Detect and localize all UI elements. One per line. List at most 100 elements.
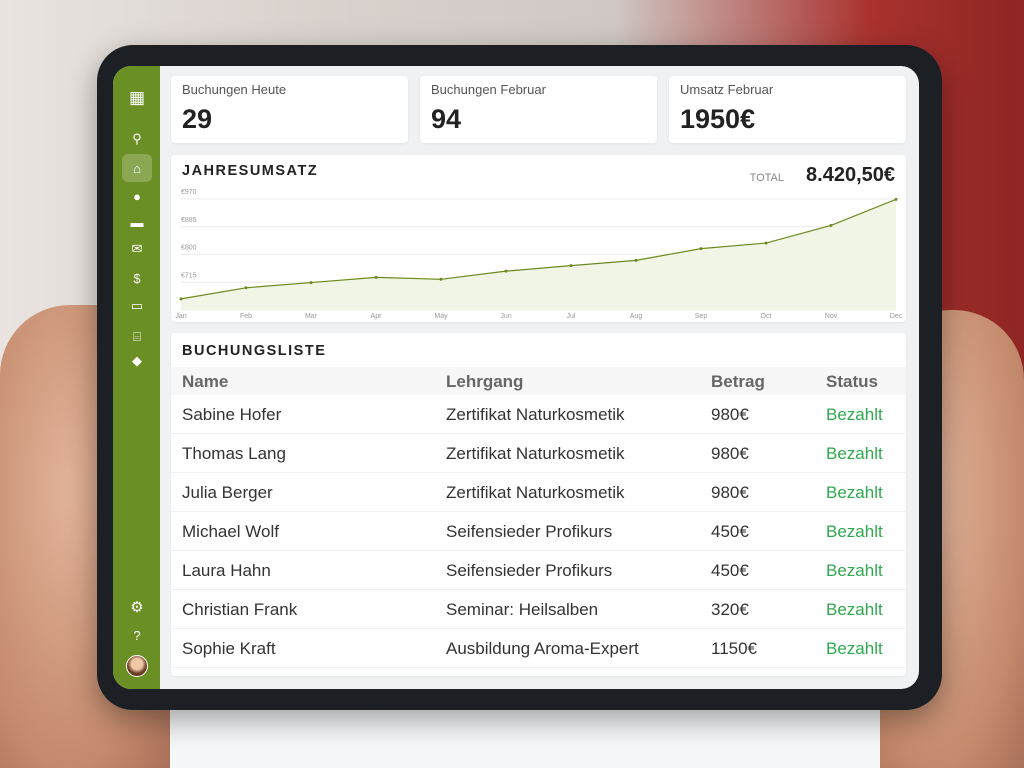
- status-cell: Bezahlt: [826, 522, 883, 541]
- table-row[interactable]: Julia Berger Zertifikat Naturkosmetik 980€…: [171, 473, 906, 512]
- amount-cell: 980€: [711, 444, 749, 463]
- status-cell: Bezahlt: [826, 600, 883, 619]
- id-card-icon[interactable]: ▬: [130, 214, 144, 230]
- stat-value: 29: [182, 104, 213, 134]
- x-tick-label: Dec: [890, 313, 903, 320]
- y-tick-label: €885: [181, 217, 197, 224]
- name-cell: Julia Berger: [182, 483, 273, 502]
- column-header-status[interactable]: Status: [826, 372, 878, 391]
- amount-cell: 980€: [711, 483, 749, 502]
- tablet-screen: ▦ ⚲ ⌂ ● ▬ ✉ $ ▭ ⌸ ◆ ⚙ ? Buchungen Heute …: [113, 66, 919, 689]
- tag-icon[interactable]: ◆: [132, 353, 142, 368]
- data-point: [634, 258, 638, 262]
- sidebar: ▦ ⚲ ⌂ ● ▬ ✉ $ ▭ ⌸ ◆ ⚙ ?: [113, 66, 160, 689]
- amount-cell: 450€: [711, 522, 749, 541]
- chart-title: JAHRESUMSATZ: [182, 163, 319, 179]
- name-cell: Sabine Hofer: [182, 405, 282, 424]
- data-point: [699, 247, 703, 251]
- course-cell: Seifensieder Profikurs: [446, 561, 613, 580]
- stat-value: 94: [431, 104, 462, 134]
- table-row[interactable]: Christian Frank Seminar: Heilsalben 320€ Be…: [171, 590, 906, 629]
- stat-card-today: Buchungen Heute 29: [171, 76, 408, 143]
- search-icon[interactable]: ⚲: [132, 131, 142, 146]
- table-row[interactable]: Laura Hahn Seifensieder Profikurs 450€ Beza…: [171, 551, 906, 590]
- course-cell: Seminar: Heilsalben: [446, 600, 599, 619]
- x-tick-label: Jan: [175, 313, 186, 320]
- area-fill: [181, 199, 896, 310]
- amount-cell: 450€: [711, 561, 749, 580]
- data-point: [439, 277, 443, 281]
- stat-card-february: Buchungen Februar 94: [420, 76, 657, 143]
- status-cell: Bezahlt: [826, 444, 883, 463]
- x-tick-label: Mar: [305, 313, 318, 320]
- status-cell: Bezahlt: [826, 483, 883, 502]
- stat-label: Buchungen Februar: [431, 82, 546, 97]
- user-icon[interactable]: ●: [133, 188, 141, 204]
- calendar-check-icon[interactable]: ▦: [128, 88, 146, 107]
- name-cell: Laura Hahn: [182, 561, 271, 580]
- course-cell: Ausbildung Aroma-Expert: [446, 639, 639, 658]
- help-icon[interactable]: ?: [133, 627, 141, 643]
- name-cell: Christian Frank: [182, 600, 298, 619]
- name-cell: Sophie Kraft: [182, 639, 276, 658]
- stat-label: Buchungen Heute: [182, 82, 287, 97]
- stat-card-revenue: Umsatz Februar 1950€: [669, 76, 906, 143]
- stat-label: Umsatz Februar: [680, 82, 774, 97]
- x-tick-label: Oct: [761, 313, 772, 320]
- x-tick-label: Nov: [825, 313, 838, 320]
- mail-icon[interactable]: ✉: [131, 241, 143, 256]
- x-tick-label: Apr: [371, 313, 383, 320]
- course-cell: Zertifikat Naturkosmetik: [446, 483, 625, 502]
- invoice-icon[interactable]: $: [133, 270, 141, 286]
- total-label: TOTAL: [749, 172, 784, 184]
- data-point: [894, 197, 898, 201]
- bank-icon[interactable]: ⌸: [133, 329, 141, 344]
- data-point: [244, 286, 248, 290]
- amount-cell: 1150€: [711, 639, 758, 658]
- x-tick-label: May: [434, 313, 448, 320]
- name-cell: Michael Wolf: [182, 522, 279, 541]
- data-point: [179, 297, 183, 301]
- name-cell: Thomas Lang: [182, 444, 286, 463]
- column-header-amount[interactable]: Betrag: [711, 372, 765, 391]
- x-tick-label: Jun: [500, 313, 511, 320]
- column-header-name[interactable]: Name: [182, 372, 229, 391]
- course-cell: Seifensieder Profikurs: [446, 522, 613, 541]
- money-icon[interactable]: ▭: [130, 298, 144, 313]
- stat-value: 1950€: [680, 104, 756, 134]
- status-cell: Bezahlt: [826, 405, 883, 424]
- table-row[interactable]: Sophie Kraft Ausbildung Aroma-Expert 1150€…: [171, 629, 906, 668]
- course-cell: Zertifikat Naturkosmetik: [446, 444, 625, 463]
- booking-list-card: BUCHUNGSLISTE Name Lehrgang Betrag Statu…: [171, 333, 906, 676]
- data-point: [374, 275, 378, 279]
- column-header-course[interactable]: Lehrgang: [446, 372, 524, 391]
- data-point: [504, 269, 508, 273]
- series-line: [180, 198, 897, 300]
- list-title: BUCHUNGSLISTE: [182, 343, 327, 359]
- course-cell: Zertifikat Naturkosmetik: [446, 405, 625, 424]
- table-row[interactable]: Sabine Hofer Zertifikat Naturkosmetik 980€…: [171, 395, 906, 434]
- table-header: Name Lehrgang Betrag Status: [171, 367, 906, 395]
- x-tick-label: Jul: [567, 313, 576, 320]
- y-tick-label: €800: [181, 245, 197, 252]
- table-row[interactable]: Thomas Lang Zertifikat Naturkosmetik 980€ B…: [171, 434, 906, 473]
- y-tick-label: €970: [181, 189, 197, 196]
- chart-card: JAHRESUMSATZ TOTAL 8.420,50€ €630€715€80…: [171, 155, 906, 322]
- y-tick-label: €715: [181, 272, 197, 279]
- data-point: [829, 223, 833, 227]
- data-point: [569, 264, 573, 268]
- gear-icon[interactable]: ⚙: [130, 599, 144, 616]
- x-tick-label: Aug: [630, 313, 643, 320]
- home-icon[interactable]: ⌂: [122, 154, 152, 182]
- status-cell: Bezahlt: [826, 639, 883, 658]
- avatar[interactable]: [126, 655, 148, 677]
- x-tick-label: Feb: [240, 313, 252, 320]
- data-point: [309, 281, 313, 285]
- revenue-chart: €630€715€800€885€970JanFebMarAprMayJunJu…: [175, 189, 903, 320]
- status-cell: Bezahlt: [826, 561, 883, 580]
- total-value: 8.420,50€: [806, 164, 895, 186]
- amount-cell: 980€: [711, 405, 749, 424]
- amount-cell: 320€: [711, 600, 749, 619]
- x-tick-label: Sep: [695, 313, 708, 320]
- table-row[interactable]: Michael Wolf Seifensieder Profikurs 450€ Be…: [171, 512, 906, 551]
